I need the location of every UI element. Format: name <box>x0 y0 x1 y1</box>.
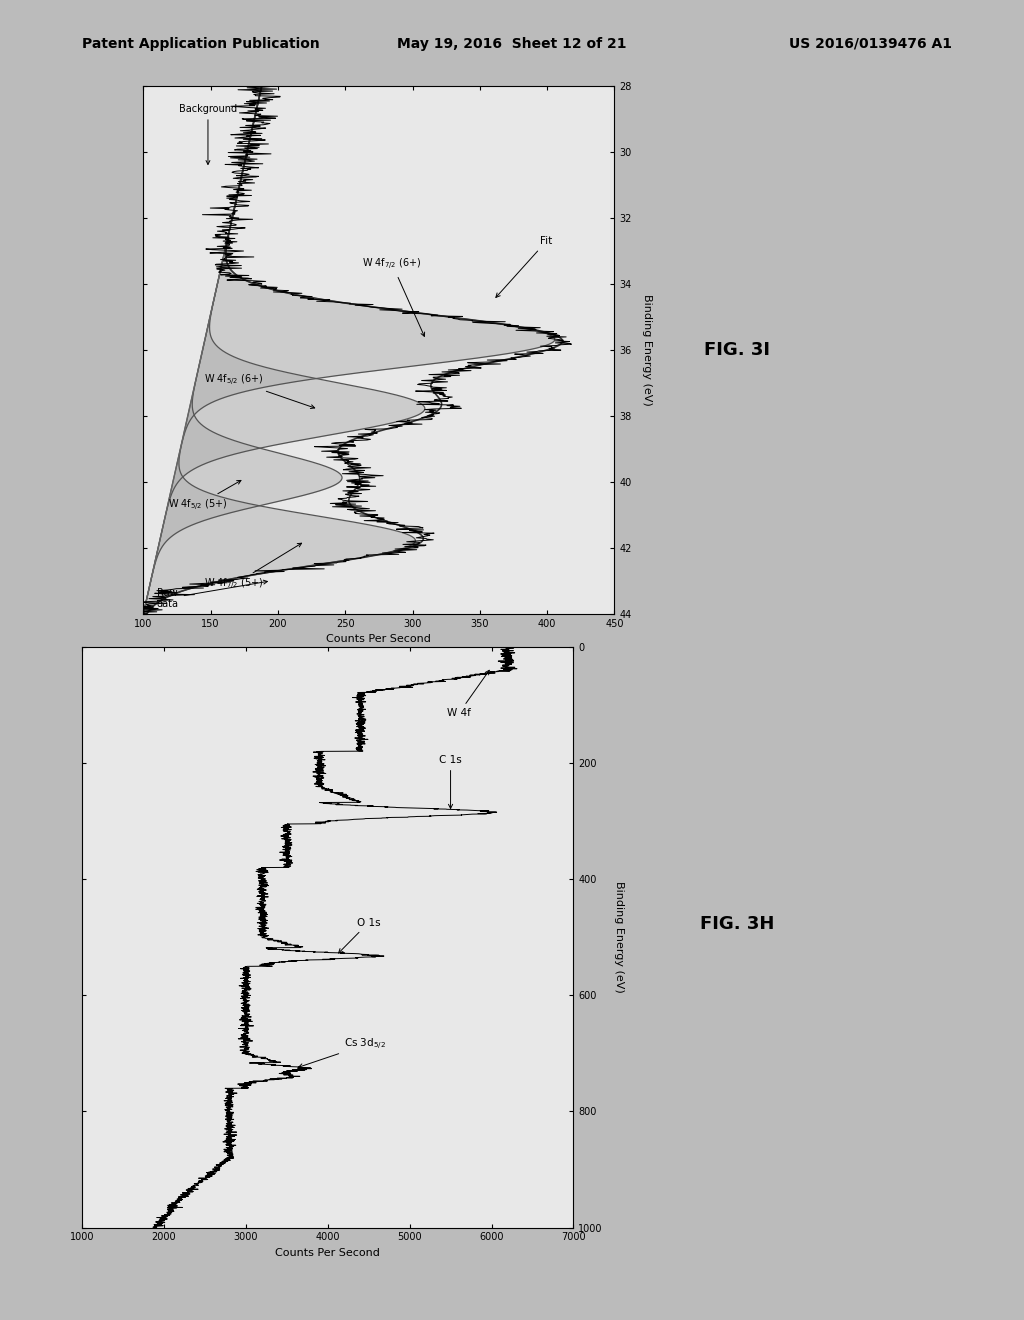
Text: O 1s: O 1s <box>339 917 381 953</box>
Y-axis label: Binding Energy (eV): Binding Energy (eV) <box>642 294 652 405</box>
Text: W 4f$_{7/2}$ (5+): W 4f$_{7/2}$ (5+) <box>204 544 301 593</box>
Text: US 2016/0139476 A1: US 2016/0139476 A1 <box>790 37 952 51</box>
X-axis label: Counts Per Second: Counts Per Second <box>275 1247 380 1258</box>
Text: W 4f$_{5/2}$ (6+): W 4f$_{5/2}$ (6+) <box>204 372 314 408</box>
Y-axis label: Binding Energy (eV): Binding Energy (eV) <box>613 882 624 993</box>
X-axis label: Counts Per Second: Counts Per Second <box>327 634 431 644</box>
Text: May 19, 2016  Sheet 12 of 21: May 19, 2016 Sheet 12 of 21 <box>397 37 627 51</box>
Text: Background: Background <box>179 104 237 165</box>
Text: Cs 3d$_{5/2}$: Cs 3d$_{5/2}$ <box>299 1038 386 1068</box>
Text: W 4f$_{7/2}$ (6+): W 4f$_{7/2}$ (6+) <box>362 257 425 337</box>
Text: C 1s: C 1s <box>439 755 462 808</box>
Text: W 4f: W 4f <box>446 671 489 718</box>
Text: FIG. 3I: FIG. 3I <box>705 341 770 359</box>
Text: Fit: Fit <box>496 236 553 297</box>
Text: Patent Application Publication: Patent Application Publication <box>82 37 319 51</box>
Text: FIG. 3H: FIG. 3H <box>700 915 774 933</box>
Text: Raw
data: Raw data <box>157 581 267 610</box>
Text: W 4f$_{5/2}$ (5+): W 4f$_{5/2}$ (5+) <box>168 480 241 513</box>
